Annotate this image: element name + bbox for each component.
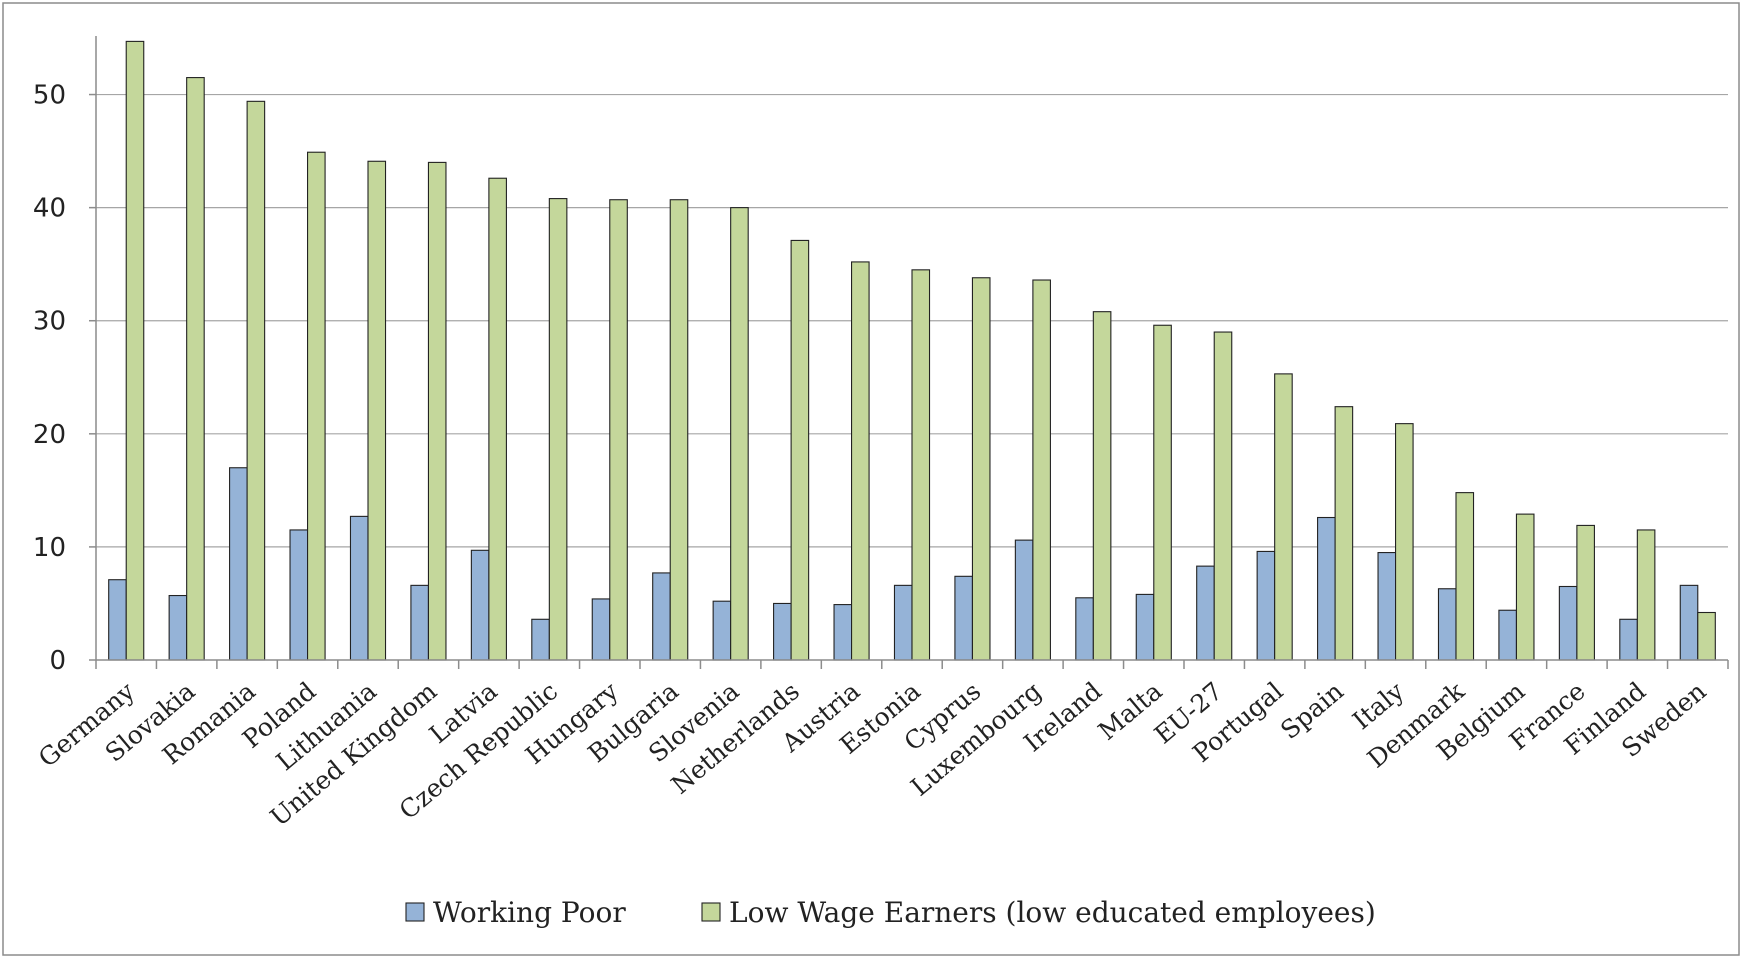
bar-working-poor-malta <box>1135 593 1155 661</box>
bar-low-wage-earners-eu-27 <box>1213 331 1233 661</box>
bar-working-poor-estonia <box>893 584 913 661</box>
bar-low-wage-earners-slovakia <box>186 77 205 661</box>
y-tick-label: 50 <box>33 81 66 111</box>
bar-working-poor-portugal <box>1256 550 1276 661</box>
bar-working-poor-italy <box>1377 552 1397 661</box>
bar-low-wage-earners-portugal <box>1274 373 1293 661</box>
bar-low-wage-earners-belgium <box>1515 513 1535 661</box>
bar-working-poor-belgium <box>1498 609 1517 661</box>
bar-working-poor-czech-republic <box>531 618 550 661</box>
bar-working-poor-united-kingdom <box>410 584 429 661</box>
legend: Working Poor Low Wage Earners (low educat… <box>405 896 1376 929</box>
bar-working-poor-hungary <box>591 598 611 661</box>
bar-low-wage-earners-hungary <box>609 199 628 661</box>
bar-low-wage-earners-poland <box>307 151 326 661</box>
bar-low-wage-earners-latvia <box>488 177 507 661</box>
bar-low-wage-earners-romania <box>246 100 266 661</box>
legend-label-low-wage-earners: Low Wage Earners (low educated employees… <box>729 896 1376 929</box>
y-tick-label: 0 <box>49 646 66 676</box>
bar-working-poor-latvia <box>470 549 490 661</box>
bar-low-wage-earners-sweden <box>1697 611 1716 661</box>
bar-low-wage-earners-ireland <box>1092 311 1112 661</box>
bar-low-wage-earners-germany <box>125 40 145 661</box>
bar-low-wage-earners-estonia <box>911 269 931 661</box>
legend-label-working-poor: Working Poor <box>433 896 626 929</box>
bar-low-wage-earners-netherlands <box>790 239 810 661</box>
y-tick-label: 10 <box>33 533 66 563</box>
bar-low-wage-earners-slovenia <box>730 207 749 661</box>
legend-swatch-low-wage-earners <box>701 902 721 922</box>
bar-low-wage-earners-cyprus <box>971 277 991 661</box>
bar-low-wage-earners-france <box>1576 524 1595 661</box>
y-tick-label: 40 <box>33 194 66 224</box>
bar-low-wage-earners-luxembourg <box>1032 279 1051 661</box>
bar-working-poor-ireland <box>1075 597 1094 661</box>
bar-working-poor-luxembourg <box>1014 539 1034 661</box>
y-tick-label: 20 <box>33 420 66 450</box>
bar-low-wage-earners-united-kingdom <box>427 161 447 661</box>
bar-working-poor-austria <box>833 604 853 661</box>
y-tick-label: 30 <box>33 307 66 337</box>
bar-working-poor-spain <box>1317 516 1336 661</box>
bar-working-poor-slovenia <box>712 600 732 661</box>
bar-low-wage-earners-malta <box>1153 324 1172 661</box>
bar-low-wage-earners-spain <box>1334 406 1354 661</box>
bar-working-poor-lithuania <box>349 515 369 661</box>
bar-working-poor-denmark <box>1437 588 1457 661</box>
bar-working-poor-germany <box>108 579 127 661</box>
axes <box>89 36 1729 669</box>
bars <box>108 40 1716 661</box>
bar-working-poor-sweden <box>1679 584 1699 661</box>
bar-low-wage-earners-italy <box>1395 423 1414 661</box>
legend-swatch-working-poor <box>405 902 425 922</box>
bar-low-wage-earners-lithuania <box>367 160 387 661</box>
bar-low-wage-earners-austria <box>851 261 870 661</box>
bar-working-poor-france <box>1558 585 1578 661</box>
bar-working-poor-romania <box>229 467 248 661</box>
bar-working-poor-bulgaria <box>652 572 671 661</box>
bar-low-wage-earners-czech-republic <box>548 198 568 661</box>
bar-working-poor-netherlands <box>773 602 792 661</box>
bar-low-wage-earners-bulgaria <box>669 199 689 661</box>
bar-low-wage-earners-finland <box>1636 529 1656 661</box>
bar-working-poor-finland <box>1619 618 1638 661</box>
bar-working-poor-slovakia <box>168 594 188 661</box>
bar-working-poor-cyprus <box>954 575 973 661</box>
bar-working-poor-poland <box>289 529 309 661</box>
bar-low-wage-earners-denmark <box>1455 492 1475 661</box>
bar-working-poor-eu-27 <box>1196 565 1215 661</box>
